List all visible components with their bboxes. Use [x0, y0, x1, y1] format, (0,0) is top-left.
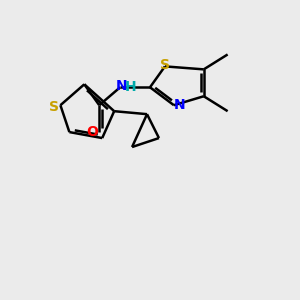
Text: N: N	[116, 79, 127, 93]
Text: S: S	[49, 100, 59, 114]
Text: O: O	[87, 125, 99, 139]
Text: H: H	[125, 80, 136, 94]
Text: S: S	[160, 58, 170, 72]
Text: N: N	[173, 98, 185, 112]
